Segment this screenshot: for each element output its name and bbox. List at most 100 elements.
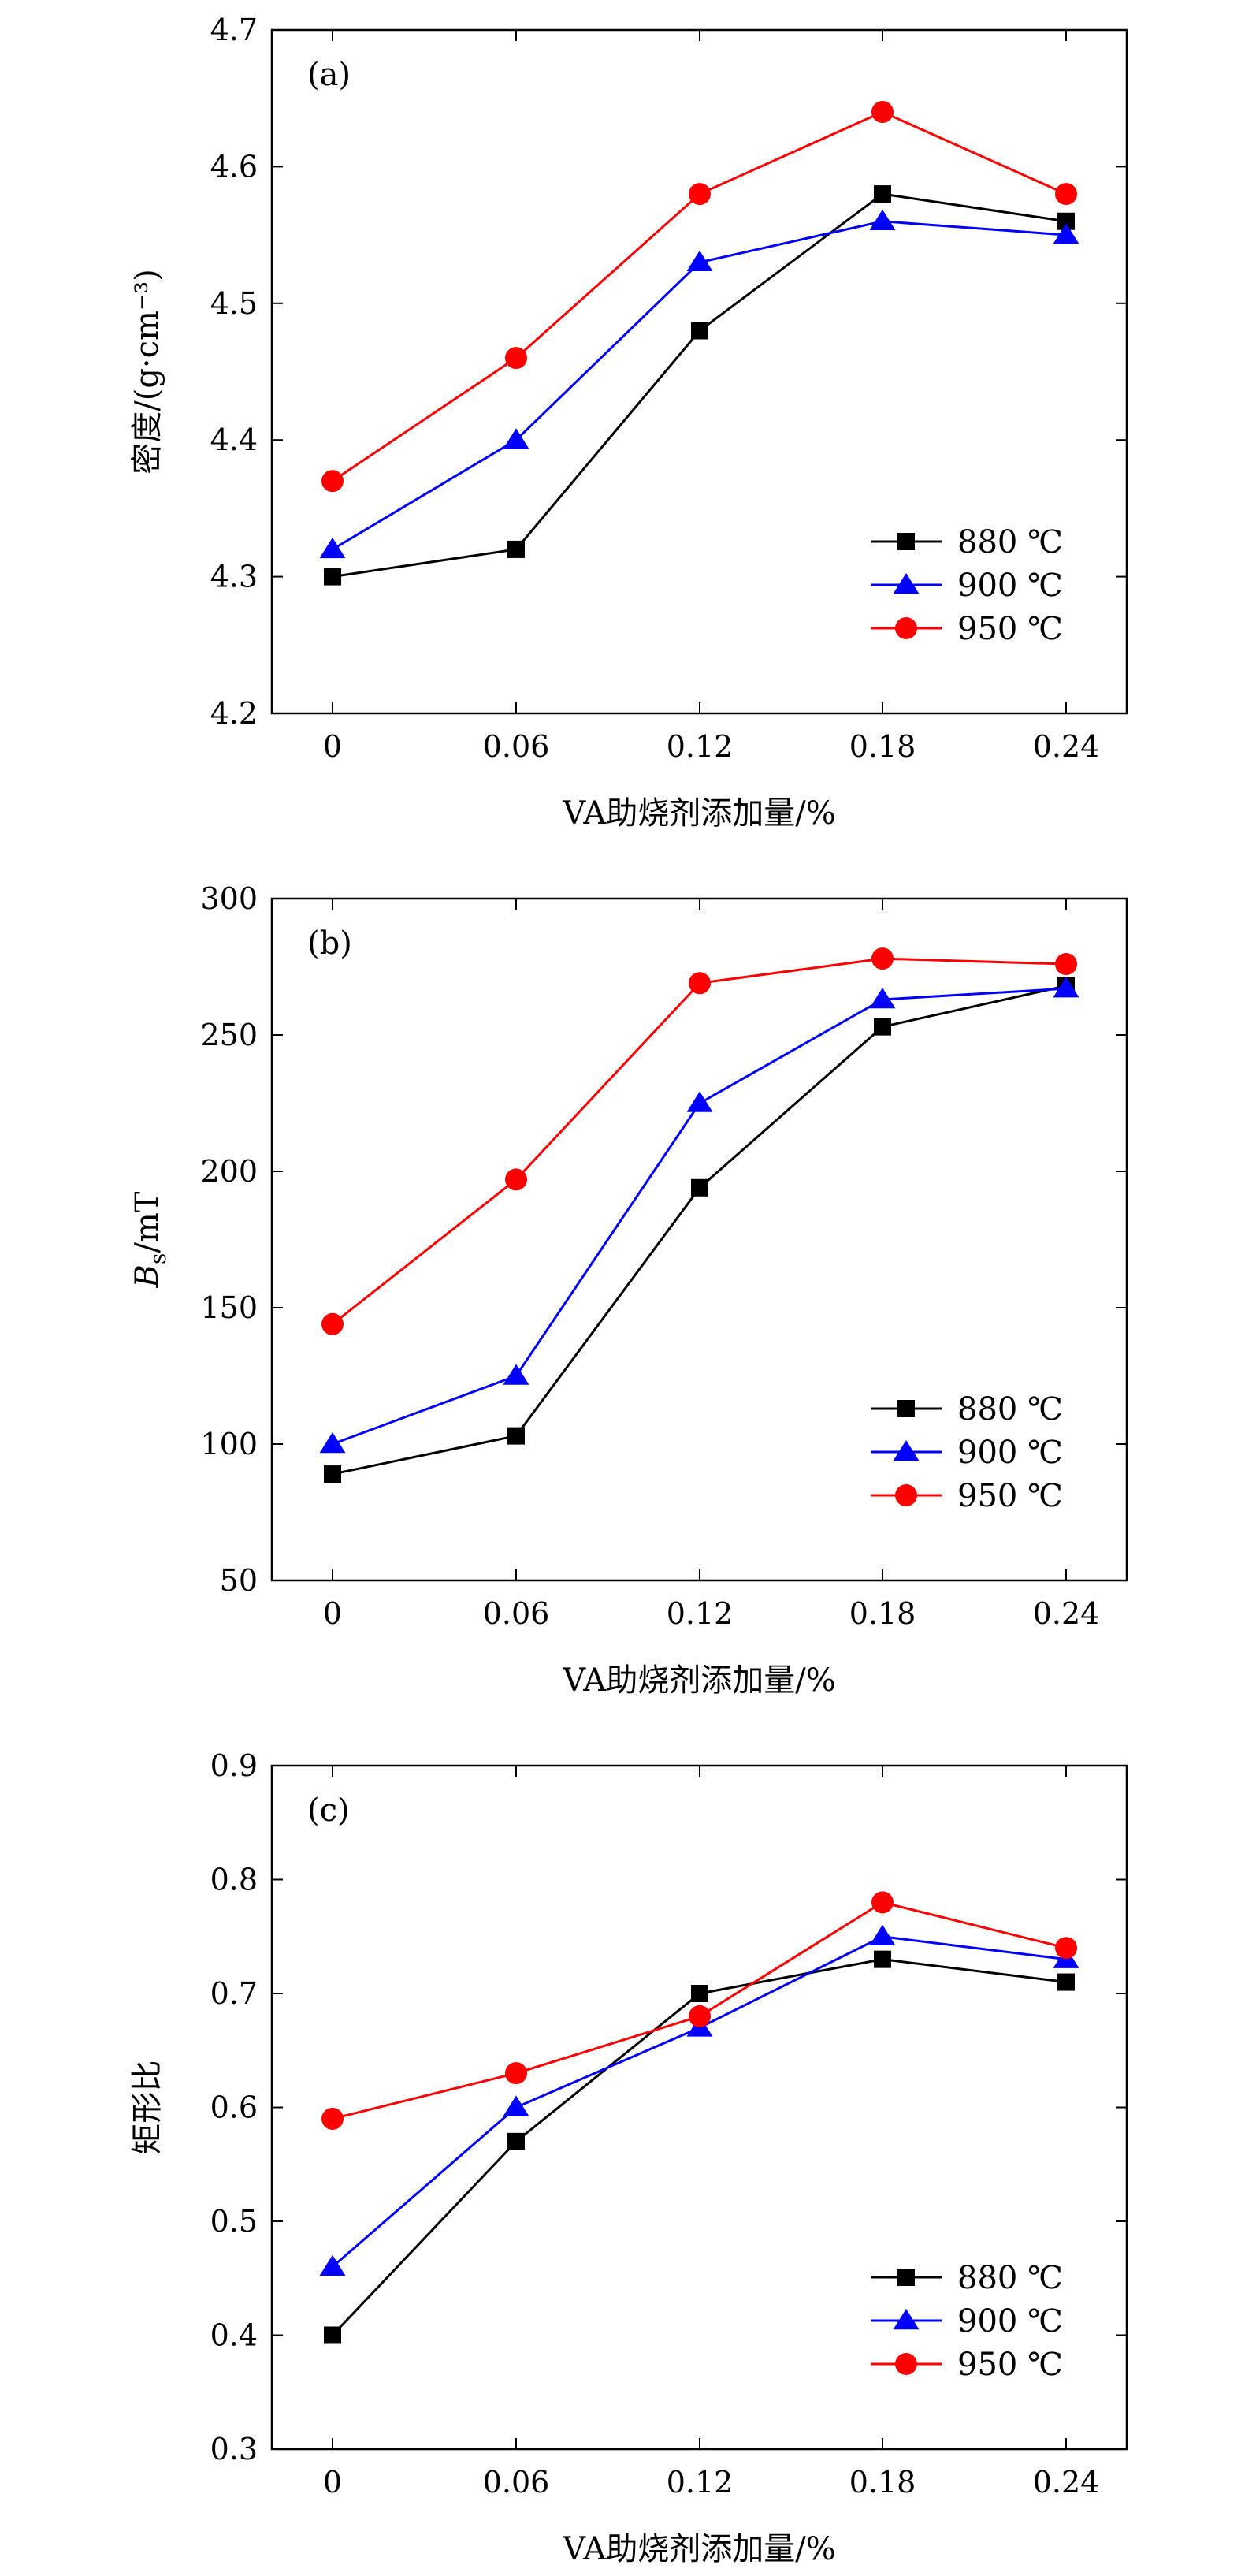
y-axis-label: 密度/(g·cm⁻³)	[129, 269, 165, 475]
y-tick-label: 300	[200, 881, 258, 916]
x-tick-label: 0.12	[667, 729, 734, 764]
y-tick-label: 4.2	[210, 696, 258, 731]
data-point	[1055, 953, 1077, 976]
legend-label: 880 ℃	[957, 2260, 1063, 2296]
y-tick-label: 4.5	[210, 286, 258, 321]
panel-label: (a)	[307, 57, 351, 93]
legend-marker	[897, 2269, 915, 2286]
data-point	[321, 1312, 344, 1335]
legend-marker	[895, 2353, 917, 2375]
data-point	[691, 1985, 708, 2002]
x-tick-label: 0.18	[849, 2465, 916, 2500]
data-point	[689, 972, 711, 995]
data-point	[505, 347, 527, 370]
legend: 880 ℃ 900 ℃ 950 ℃	[871, 524, 1063, 647]
data-point	[686, 1091, 713, 1112]
legend-label: 900 ℃	[957, 1435, 1063, 1471]
series-950C	[321, 947, 1077, 1335]
data-point	[691, 1178, 708, 1197]
series-950C	[321, 1891, 1077, 2130]
data-point	[505, 1168, 527, 1191]
data-point	[507, 1427, 525, 1445]
x-axis-label: VA助烧剂添加量/%	[562, 1662, 836, 1699]
data-point	[324, 568, 341, 586]
y-tick-label: 0.7	[210, 1976, 258, 2011]
series-880C	[324, 1950, 1075, 2344]
data-point	[869, 1924, 896, 1945]
series-950C	[321, 101, 1077, 493]
series-900C	[319, 209, 1079, 559]
y-tick-label: 0.4	[210, 2318, 258, 2353]
data-point	[874, 1950, 891, 1968]
x-tick-label: 0	[323, 1596, 342, 1631]
data-point	[869, 209, 896, 231]
x-axis-label: VA助烧剂添加量/%	[562, 2531, 836, 2567]
x-axis-label: VA助烧剂添加量/%	[562, 795, 836, 832]
x-tick-label: 0.24	[1033, 729, 1100, 764]
series-900C	[319, 1924, 1079, 2276]
x-tick-label: 0.06	[483, 1596, 550, 1631]
legend: 880 ℃ 900 ℃ 950 ℃	[871, 1391, 1063, 1514]
legend-label: 950 ℃	[957, 2347, 1063, 2383]
legend-marker	[895, 1484, 917, 1506]
data-point	[871, 1891, 894, 1914]
x-tick-label: 0.24	[1033, 2465, 1100, 2500]
series-line	[332, 957, 1067, 1325]
x-tick-label: 0.06	[483, 2465, 550, 2500]
legend-label: 900 ℃	[957, 568, 1063, 604]
y-tick-label: 0.8	[210, 1863, 258, 1897]
data-point	[319, 1432, 346, 1454]
legend-marker	[893, 573, 920, 594]
legend-label: 880 ℃	[957, 1391, 1063, 1428]
y-tick-label: 4.7	[210, 13, 258, 47]
y-tick-label: 0.3	[210, 2432, 258, 2466]
data-point	[505, 2062, 527, 2085]
legend-marker	[895, 617, 917, 639]
x-tick-label: 0.12	[667, 2465, 734, 2500]
series-880C	[324, 185, 1075, 586]
series-line	[332, 985, 1067, 1476]
data-point	[691, 322, 708, 340]
data-point	[1055, 1937, 1077, 1960]
legend-label: 900 ℃	[957, 2303, 1063, 2340]
legend-marker	[897, 533, 915, 550]
legend: 880 ℃ 900 ℃ 950 ℃	[871, 2260, 1063, 2383]
x-tick-label: 0.24	[1033, 1596, 1100, 1631]
data-point	[319, 2254, 346, 2276]
data-point	[874, 185, 891, 203]
data-point	[1053, 977, 1079, 998]
data-point	[1057, 1973, 1075, 1991]
data-point	[1055, 183, 1077, 206]
legend-label: 950 ℃	[957, 1478, 1063, 1514]
x-tick-label: 0.12	[667, 1596, 734, 1631]
y-tick-label: 50	[220, 1563, 258, 1598]
series-900C	[319, 977, 1079, 1454]
chart-panel-2: 50 100 150 200 250 300 0 0.06 0.12 0.18 0.24 VA助烧剂添…	[129, 881, 1128, 1699]
x-tick-label: 0	[323, 729, 342, 764]
y-axis-label: 矩形比	[129, 2060, 165, 2155]
panel-label: (c)	[307, 1792, 350, 1829]
x-tick-label: 0.06	[483, 729, 550, 764]
y-tick-label: 100	[200, 1427, 258, 1461]
data-point	[1057, 212, 1075, 230]
y-tick-label: 4.3	[210, 560, 258, 594]
data-point	[689, 183, 711, 206]
data-point	[503, 1364, 529, 1385]
y-tick-label: 4.6	[210, 149, 258, 184]
y-tick-label: 0.6	[210, 2090, 258, 2125]
data-point	[1053, 223, 1079, 244]
x-tick-label: 0.18	[849, 729, 916, 764]
data-point	[321, 470, 344, 493]
y-axis-label: Bs/mT	[129, 1191, 171, 1288]
data-point	[689, 2005, 711, 2027]
y-tick-label: 200	[200, 1154, 258, 1189]
y-tick-label: 4.4	[210, 423, 258, 457]
data-point	[319, 537, 346, 559]
data-point	[871, 947, 894, 970]
legend-label: 950 ℃	[957, 611, 1063, 647]
panel-label: (b)	[307, 925, 352, 962]
data-point	[321, 2107, 344, 2130]
data-point	[503, 428, 529, 449]
chart-panel-1: 4.2 4.3 4.4 4.5 4.6 4.7 0 0.06 0.12 0.18 0.24 VA助烧剂…	[129, 13, 1128, 832]
